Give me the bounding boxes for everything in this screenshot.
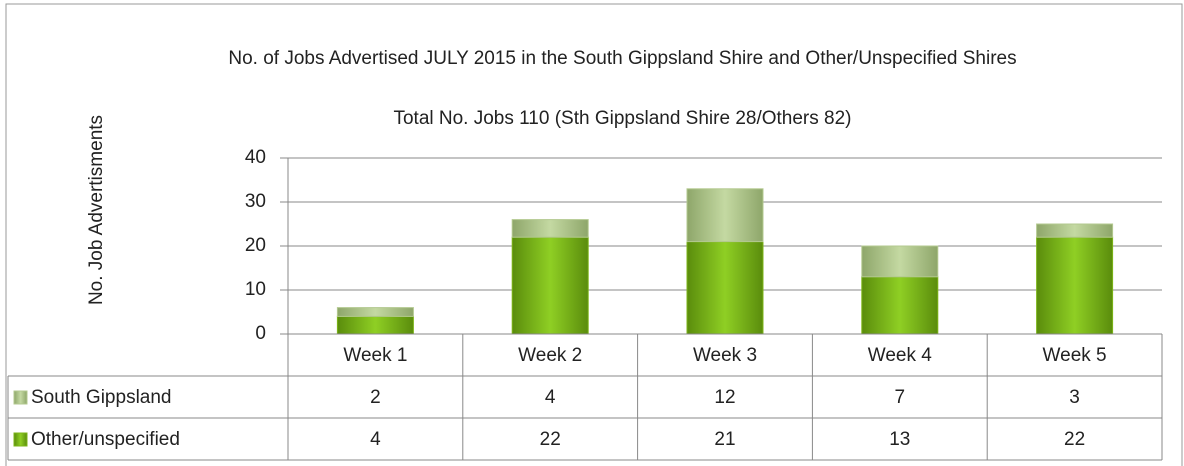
chart-border (5, 3, 1183, 466)
bar (861, 245, 939, 278)
legend-key (13, 432, 28, 447)
table-value: 12 (714, 387, 735, 408)
x-tick-label: Week 2 (518, 345, 582, 366)
y-tick-label: 40 (245, 147, 266, 168)
x-tick-label: Week 4 (868, 345, 933, 366)
table-value: 13 (889, 429, 910, 450)
table-value: 22 (1064, 429, 1085, 450)
table-value: 2 (370, 387, 381, 408)
y-tick-label: 10 (245, 279, 266, 300)
bar (1036, 223, 1114, 238)
bar (686, 241, 764, 335)
x-tick-label: Week 3 (693, 345, 757, 366)
table-value: 22 (540, 429, 561, 450)
table-value: 4 (370, 429, 381, 450)
x-tick-label: Week 5 (1043, 345, 1107, 366)
bar (336, 315, 414, 335)
y-tick-label: 20 (245, 235, 266, 256)
x-tick-label: Week 1 (343, 345, 407, 366)
table-value: 21 (714, 429, 735, 450)
bar (1036, 236, 1114, 335)
chart-title: No. of Jobs Advertised JULY 2015 in the … (228, 48, 1017, 69)
bar (686, 188, 764, 243)
table-value: 4 (545, 387, 556, 408)
table-value: 7 (895, 387, 906, 408)
legend-label: South Gippsland (31, 387, 172, 408)
y-axis-label: No. Job Advertisments (86, 115, 107, 305)
chart-subtitle: Total No. Jobs 110 (Sth Gippsland Shire … (393, 108, 852, 129)
legend-key (13, 390, 28, 405)
y-tick-label: 0 (255, 323, 266, 344)
bar (511, 236, 589, 335)
bar (861, 276, 939, 335)
table-value: 3 (1069, 387, 1080, 408)
y-tick-label: 30 (245, 191, 266, 212)
legend-label: Other/unspecified (31, 429, 180, 450)
bar (336, 307, 414, 317)
bar (511, 219, 589, 238)
